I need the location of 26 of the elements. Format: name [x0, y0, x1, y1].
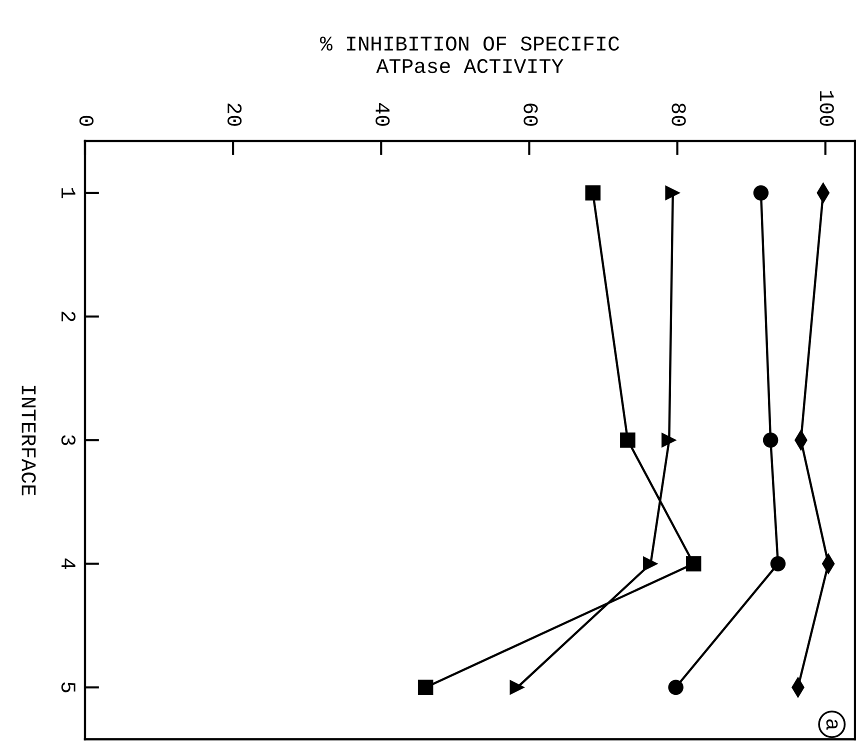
y-tick-label: 4	[62, 558, 76, 569]
point	[585, 185, 601, 201]
x-tick-label: 60	[524, 104, 538, 126]
y-axis-title: INTERFACE	[22, 386, 36, 496]
point	[643, 556, 658, 572]
point	[620, 432, 636, 448]
y-tick-label: 3	[61, 435, 76, 446]
y-tick-label: 5	[61, 682, 76, 692]
x-tick-label: 40	[376, 103, 390, 126]
point	[418, 680, 434, 696]
x-tick-label: 20	[227, 104, 242, 126]
x-tick-label: 80	[672, 103, 686, 126]
point	[662, 432, 677, 448]
point	[510, 680, 526, 696]
annotation: a	[826, 719, 838, 730]
point	[665, 185, 681, 201]
point	[686, 556, 702, 572]
y-tick-label: 2	[62, 312, 76, 322]
x-tick-label: 100	[820, 91, 834, 126]
point	[770, 556, 786, 572]
point	[762, 432, 778, 448]
x-tick-label: 0	[79, 116, 94, 126]
y-tick-label: 1	[62, 188, 76, 198]
x-axis-title: % INHIBITION OF SPECIFIC ATPase ACTIVITY	[320, 36, 620, 74]
point	[753, 185, 769, 201]
point	[668, 680, 684, 696]
